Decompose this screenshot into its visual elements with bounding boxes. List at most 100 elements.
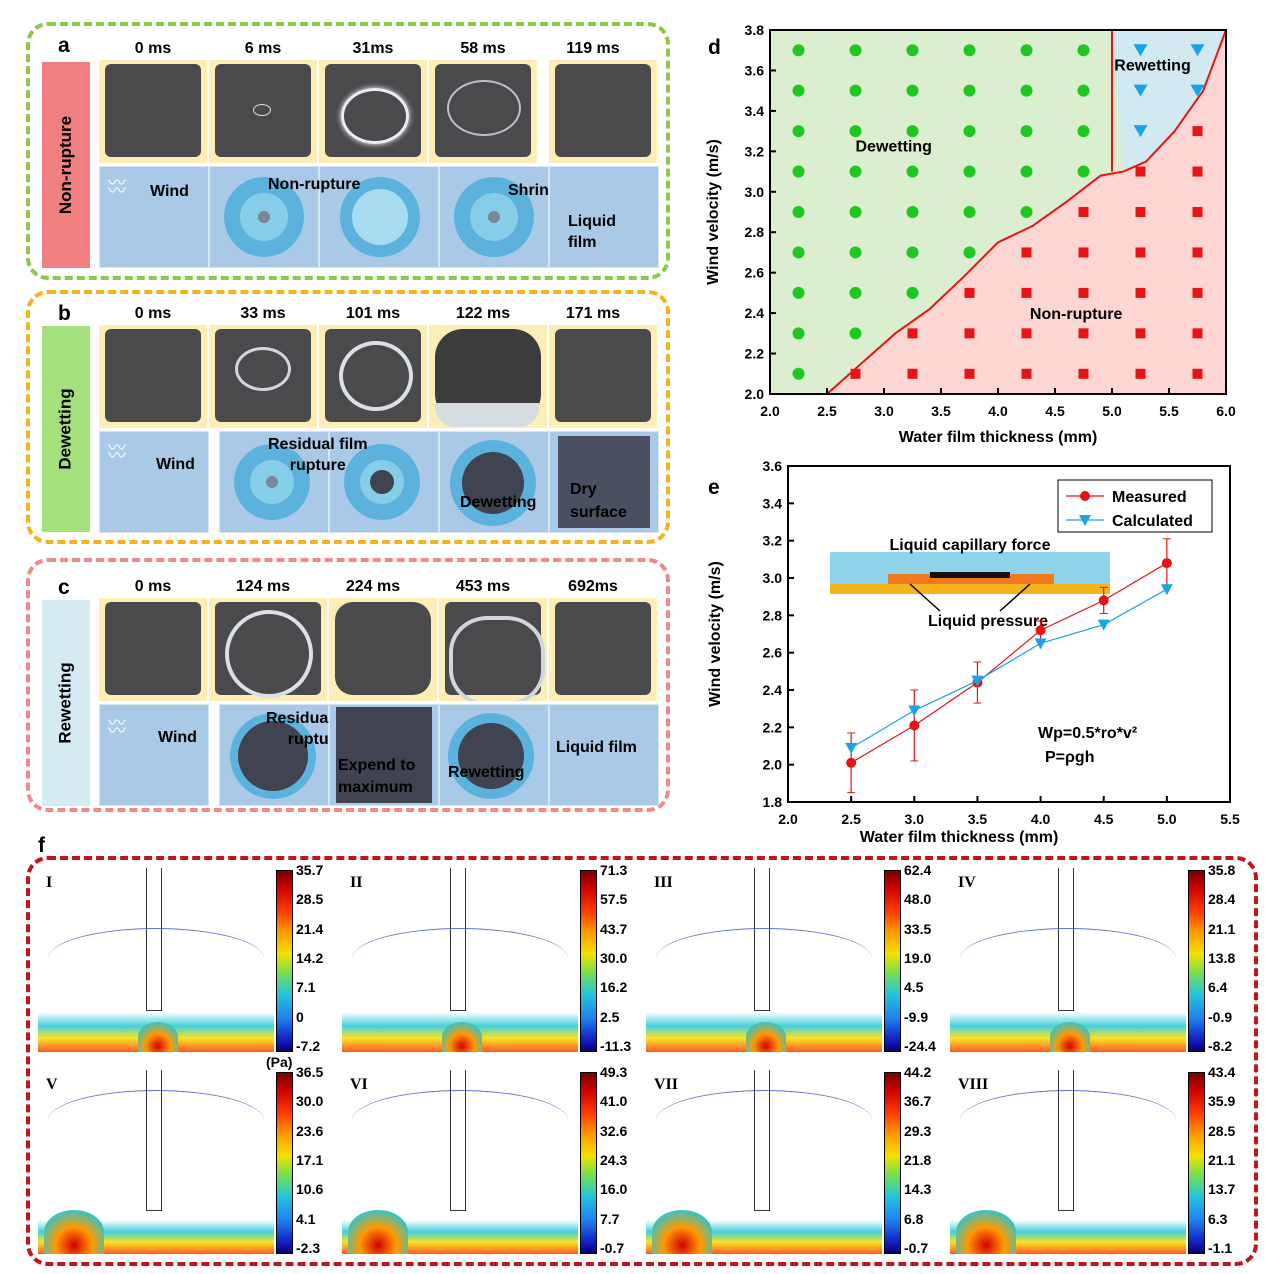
x-axis-label: Water film thickness (mm) [860,829,1059,846]
colorbar-tick: 28.5 [1208,1122,1236,1139]
boundary-curve [826,29,1227,395]
x-tick-label: 4.0 [1031,811,1051,827]
rewetting-point [1190,84,1205,97]
colorbar-tick: 35.7 [296,862,324,878]
dewetting-point [849,165,862,178]
photo [319,60,427,163]
time-label: 6 ms [244,40,282,57]
x-tick-label: 5.5 [1159,403,1179,419]
panel-c-frame [26,558,670,812]
colorbar-tick: 16.0 [600,1181,628,1198]
schematic [209,166,319,268]
colorbar-tick: 14.3 [904,1181,932,1198]
contour-plot [950,868,1186,1052]
colorbar-tick: 28.4 [1208,891,1236,908]
colorbar-tick: 44.2 [904,1064,932,1080]
dewetting-point [1020,206,1033,218]
colorbar-tick: 14.2 [296,950,324,966]
contour-plot [342,1070,578,1254]
y-tick-label: 2.8 [745,224,765,240]
time-label: 224 ms [345,578,401,595]
colorbar-tick: 33.5 [904,920,932,937]
colorbar-tick: 16.2 [600,979,628,996]
time-label: 31ms [352,40,394,57]
plot-id-label: I [46,874,53,891]
x-tick-label: 5.0 [1157,811,1177,827]
colorbar-tick: 35.8 [1208,862,1236,878]
y-tick-label: 3.6 [763,458,783,474]
x-tick-label: 3.5 [931,403,951,419]
dewetting-point [792,206,805,218]
calculated-point [1160,584,1173,596]
colorbar [1188,870,1205,1052]
dewetting-point [1020,165,1033,178]
colorbar-tick: -1.1 [1208,1240,1233,1256]
dewetting-point [1077,125,1090,138]
wind-velocity-chart: 2.0 2.5 3.0 3.5 4.0 4.5 5.0 5.51.82.02.22.42.62… [707,458,1240,846]
dewetting-point [849,286,862,299]
contour-plot [342,868,578,1052]
x-tick-label: 5.5 [1220,811,1240,827]
colorbar-tick: 10.6 [296,1181,324,1198]
non-rupture-point [1192,207,1203,217]
schematic [319,166,439,268]
colorbar-tick: 0 [296,1008,304,1025]
non-rupture-point [850,368,861,379]
colorbar-tick: 32.6 [600,1122,628,1139]
plot-id-label: IV [958,874,976,891]
calculated-point [845,742,858,754]
time-label: 119 ms [566,40,620,57]
non-rupture-point [1078,328,1089,339]
non-rupture-point [1135,368,1146,379]
dewetting-point [963,84,976,97]
colorbar-tick: 36.7 [904,1093,932,1110]
time-label: 0 ms [134,305,172,322]
colorbar-tick: 17.1 [296,1152,324,1168]
non-rupture-point [1135,166,1146,177]
dewetting-point [906,125,919,138]
colorbar-tick: 2.5 [600,1008,620,1025]
photo [209,598,327,701]
non-rupture-point [1078,287,1089,298]
panel-a-side-label: Non-rupture [42,62,90,268]
y-tick-label: 2.8 [763,607,783,623]
colorbar-tick: 43.7 [600,920,628,937]
dewetting-point [906,165,919,178]
panel-b-side-label: Dewetting [42,326,90,532]
non-rupture-point [1135,287,1146,298]
plot-id-label: VI [350,1076,368,1093]
y-tick-label: 3.4 [745,103,765,119]
non-rupture-point [1021,287,1032,298]
plot-id-label: VIII [958,1076,989,1093]
x-tick-label: 4.0 [988,403,1008,419]
rewetting-annotation: Rewetting [448,764,525,781]
dewetting-point [792,246,805,259]
schematic: 〰〰 Wind [99,431,209,533]
y-tick-label: 2.6 [763,645,783,661]
schematic [439,431,549,533]
non-rupture-point [1021,247,1032,258]
equation: P=ρgh [1045,749,1094,766]
colorbar [580,1072,597,1254]
plot-id-label: VII [654,1076,679,1093]
schematic: Liquid film [549,166,659,268]
dewetting-point [849,327,862,340]
x-tick-label: 6.0 [1216,403,1236,419]
colorbar-tick: 19.0 [904,950,932,966]
colorbar-tick: 62.4 [904,862,932,878]
dewetting-point [1020,84,1033,97]
y-tick-label: 2.2 [763,719,783,735]
calculated-point [1034,638,1047,650]
time-label: 122 ms [455,305,511,322]
dewetting-point [963,125,976,138]
time-label: 171 ms [565,305,621,322]
time-label: 124 ms [235,578,291,595]
colorbar-tick: 71.3 [600,862,628,878]
non-rupture-point [907,368,918,379]
dewetting-point [1077,44,1090,57]
panel-f-label: f [38,834,45,857]
contour-plot [38,1070,274,1254]
colorbar-tick: 6.4 [1208,979,1228,996]
schematic: Expend to maximum [329,704,439,806]
time-label: 0 ms [134,578,172,595]
